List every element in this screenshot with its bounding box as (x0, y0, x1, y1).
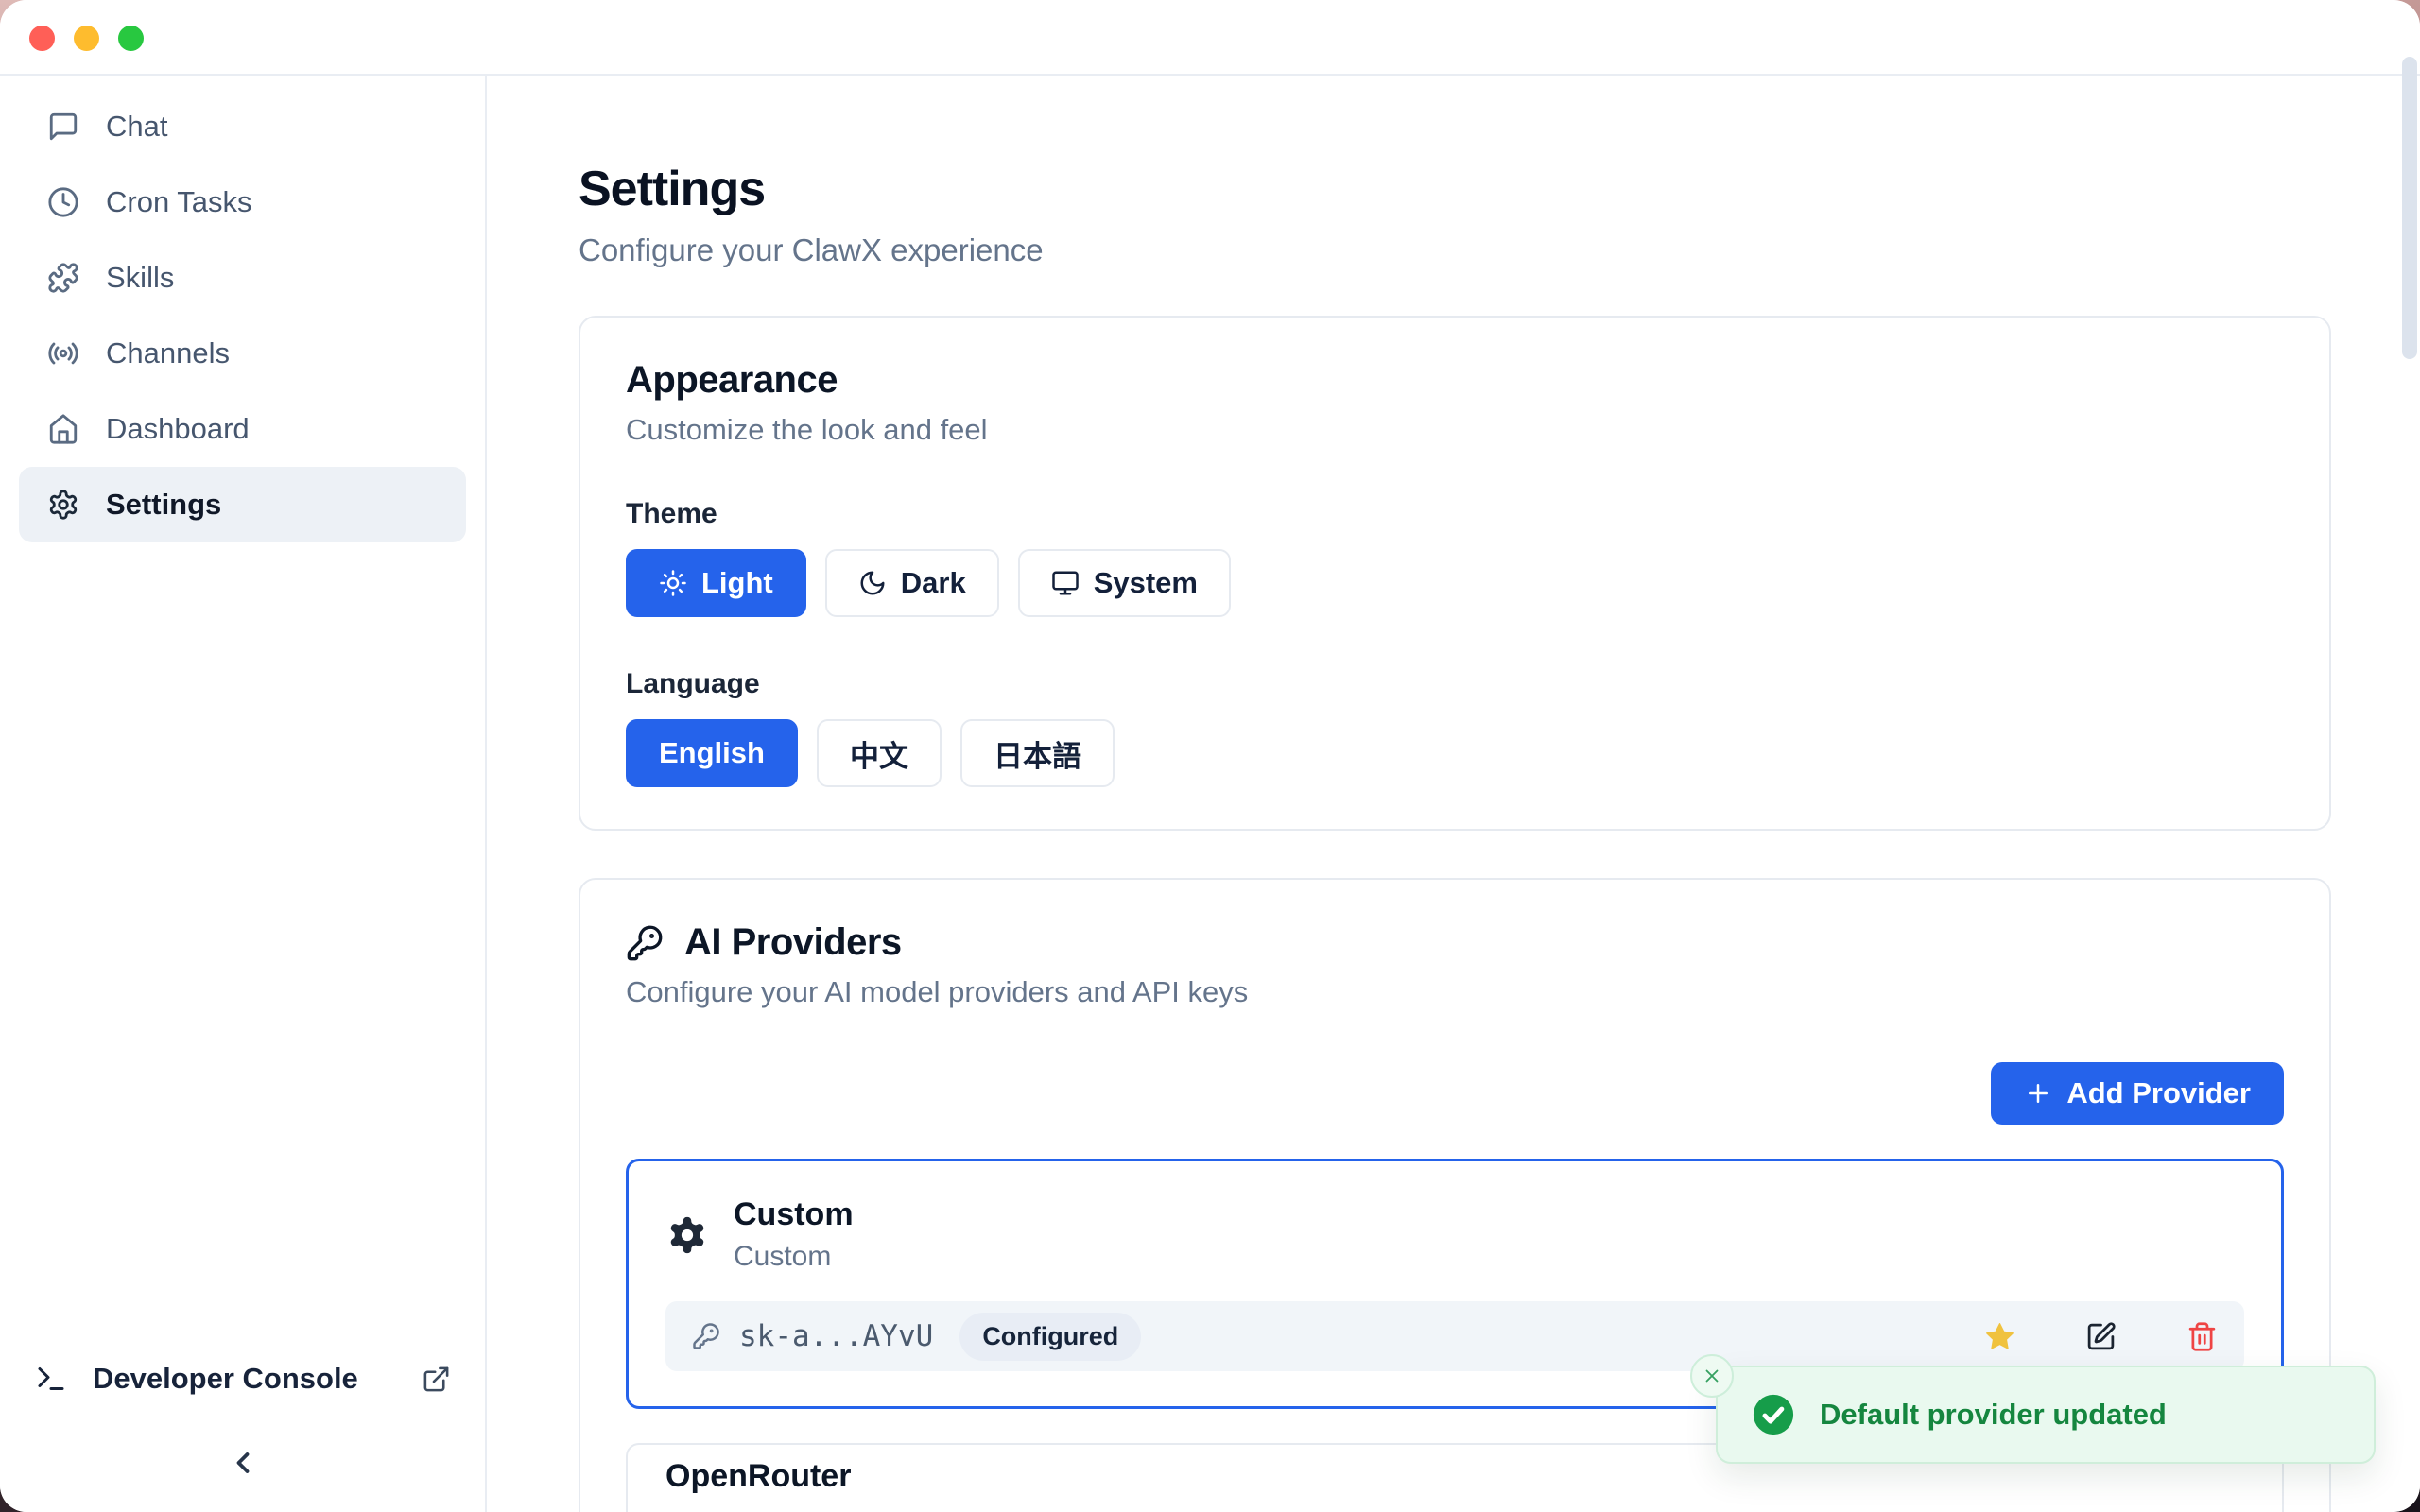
ai-providers-subtitle: Configure your AI model providers and AP… (626, 975, 1249, 1008)
sidebar-item-channels[interactable]: Channels (19, 316, 466, 391)
sidebar-item-skills[interactable]: Skills (19, 240, 466, 316)
sun-icon (660, 570, 686, 596)
theme-options: Light Dark System (626, 549, 2284, 617)
zoom-window-button[interactable] (118, 26, 144, 51)
terminal-icon (38, 1367, 64, 1390)
language-option-label: English (659, 736, 765, 769)
language-option-japanese[interactable]: 日本語 (959, 719, 1115, 787)
provider-name: Custom (734, 1196, 854, 1232)
sidebar-item-label: Dashboard (106, 412, 250, 445)
provider-header: Custom Custom (666, 1196, 2244, 1273)
appearance-title: Appearance (626, 359, 838, 401)
gear-icon (49, 490, 78, 520)
success-toast: Default provider updated (1690, 1354, 2376, 1464)
theme-option-system[interactable]: System (1017, 549, 1231, 617)
sidebar-item-chat[interactable]: Chat (19, 89, 466, 164)
ai-providers-title-row: AI Providers (626, 921, 2284, 964)
provider-gear-icon (670, 1216, 704, 1253)
sidebar-item-cron-tasks[interactable]: Cron Tasks (19, 164, 466, 240)
trash-icon (2188, 1321, 2216, 1351)
sidebar-item-label: Skills (106, 261, 175, 294)
chevron-left-icon (236, 1452, 249, 1473)
close-icon (1705, 1369, 1719, 1383)
provider-card-custom[interactable]: Custom Custom sk-a...AYvU Configured (626, 1159, 2284, 1409)
star-icon (1986, 1322, 2014, 1349)
sidebar-footer: Developer Console (0, 1344, 485, 1512)
sidebar-item-label: Chat (106, 110, 168, 143)
add-provider-button[interactable]: Add Provider (1991, 1062, 2284, 1125)
clock-icon (48, 187, 78, 217)
sidebar-item-label: Channels (106, 336, 230, 369)
sidebar-item-label: Cron Tasks (106, 185, 252, 218)
provider-name: OpenRouter (666, 1458, 852, 1494)
theme-option-light[interactable]: Light (626, 549, 806, 617)
language-option-label: 日本語 (993, 739, 1081, 773)
page-subtitle: Configure your ClawX experience (579, 232, 1044, 267)
delete-provider-button[interactable] (2187, 1321, 2218, 1352)
language-options: English 中文 日本語 (626, 719, 2284, 787)
titlebar (0, 0, 2420, 76)
home-icon (49, 414, 78, 444)
close-window-button[interactable] (29, 26, 55, 51)
external-link-icon (424, 1366, 449, 1391)
radio-icon (48, 342, 78, 365)
minimize-window-button[interactable] (74, 26, 99, 51)
chat-icon (49, 112, 78, 141)
monitor-icon (1051, 571, 1079, 595)
sidebar-item-label: Settings (106, 488, 222, 521)
add-provider-label: Add Provider (2066, 1076, 2251, 1109)
language-option-chinese[interactable]: 中文 (816, 719, 942, 787)
main-content: Settings Configure your ClawX experience… (487, 76, 2420, 1512)
theme-option-dark[interactable]: Dark (824, 549, 999, 617)
developer-console-label: Developer Console (93, 1362, 358, 1395)
provider-titles: Custom Custom (734, 1196, 854, 1273)
moon-icon (860, 571, 885, 595)
toast-close-button[interactable] (1690, 1354, 1734, 1398)
sidebar-collapse-button[interactable] (0, 1414, 485, 1512)
sidebar-item-dashboard[interactable]: Dashboard (19, 391, 466, 467)
sidebar-nav: Chat Cron Tasks Skills Channels Dashboar… (0, 76, 485, 542)
edit-provider-button[interactable] (2085, 1321, 2117, 1352)
add-provider-row: Add Provider (626, 1062, 2284, 1125)
developer-console-link[interactable]: Developer Console (34, 1344, 451, 1414)
check-circle-icon (1753, 1394, 1794, 1435)
language-option-label: 中文 (849, 739, 908, 773)
configured-badge: Configured (959, 1312, 1142, 1361)
ai-providers-card: AI Providers Configure your AI model pro… (579, 878, 2331, 1512)
api-key-row: sk-a...AYvU Configured (666, 1301, 2244, 1371)
api-key-masked: sk-a...AYvU (739, 1319, 934, 1353)
page-title: Settings (579, 162, 766, 216)
toast-message: Default provider updated (1820, 1398, 2167, 1431)
theme-label: Theme (626, 498, 717, 529)
sidebar-item-settings[interactable]: Settings (19, 467, 466, 542)
sidebar: Chat Cron Tasks Skills Channels Dashboar… (0, 76, 487, 1512)
language-label: Language (626, 668, 760, 699)
appearance-subtitle: Customize the look and feel (626, 413, 988, 446)
theme-option-label: Light (701, 566, 773, 599)
provider-type: Custom (734, 1241, 832, 1272)
theme-option-label: System (1093, 566, 1198, 599)
appearance-card: Appearance Customize the look and feel T… (579, 316, 2331, 831)
vertical-scrollbar-thumb[interactable] (2402, 57, 2417, 359)
ai-providers-title: AI Providers (684, 921, 902, 963)
plus-icon (2029, 1084, 2048, 1103)
key-icon (693, 1323, 719, 1349)
puzzle-icon (48, 263, 78, 293)
edit-icon (2087, 1321, 2116, 1349)
theme-option-label: Dark (900, 566, 966, 599)
language-option-english[interactable]: English (626, 719, 798, 787)
key-icon (627, 925, 663, 960)
set-default-star-button[interactable] (1984, 1321, 2015, 1352)
